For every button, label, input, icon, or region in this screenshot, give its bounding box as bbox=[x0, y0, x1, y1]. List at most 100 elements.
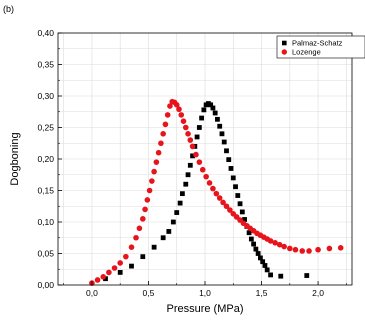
data-point bbox=[151, 244, 157, 250]
data-series bbox=[89, 98, 344, 286]
data-point bbox=[140, 254, 146, 260]
data-point bbox=[272, 239, 278, 246]
data-point bbox=[215, 116, 220, 122]
data-point bbox=[128, 244, 135, 250]
data-point bbox=[117, 270, 123, 275]
data-point bbox=[221, 139, 227, 145]
data-point bbox=[151, 168, 157, 175]
y-tick-label: 0,05 bbox=[37, 249, 54, 259]
data-point bbox=[281, 243, 287, 250]
y-tick-label: 0,25 bbox=[37, 123, 54, 133]
data-point bbox=[230, 175, 236, 181]
data-point bbox=[258, 255, 263, 261]
data-point bbox=[111, 265, 118, 271]
data-point bbox=[212, 110, 218, 116]
data-point bbox=[251, 241, 257, 247]
data-point bbox=[199, 166, 206, 173]
data-point bbox=[223, 203, 230, 210]
series-palmaz-schatz bbox=[103, 101, 310, 282]
data-point bbox=[187, 162, 193, 168]
data-point bbox=[306, 248, 312, 254]
data-point bbox=[235, 193, 241, 198]
data-point bbox=[276, 241, 283, 248]
data-point bbox=[106, 269, 112, 276]
data-point bbox=[144, 197, 151, 203]
data-point bbox=[140, 216, 146, 222]
data-point bbox=[146, 187, 153, 194]
data-point bbox=[292, 246, 299, 253]
data-point bbox=[167, 103, 173, 109]
data-point bbox=[208, 102, 214, 108]
data-point bbox=[129, 263, 134, 269]
data-point bbox=[210, 185, 216, 192]
y-tick-label: 0,40 bbox=[37, 28, 54, 38]
data-point bbox=[237, 201, 243, 207]
data-point bbox=[193, 151, 199, 158]
data-point bbox=[219, 131, 225, 137]
data-point bbox=[299, 248, 306, 254]
data-point bbox=[160, 235, 166, 241]
data-point bbox=[196, 125, 202, 130]
data-point bbox=[123, 253, 129, 260]
y-tick-label: 0,15 bbox=[37, 186, 54, 196]
data-point bbox=[155, 149, 162, 156]
data-point bbox=[239, 209, 245, 215]
data-point bbox=[253, 246, 259, 252]
data-point bbox=[185, 131, 191, 137]
data-point bbox=[246, 230, 252, 236]
grid-lines bbox=[58, 33, 352, 285]
data-point bbox=[185, 172, 191, 178]
data-point bbox=[103, 276, 108, 282]
data-point bbox=[187, 137, 194, 143]
data-point bbox=[203, 173, 209, 180]
y-tick-label: 0,30 bbox=[37, 91, 54, 101]
data-point bbox=[226, 157, 232, 163]
panel-label: (b) bbox=[3, 4, 14, 14]
data-point bbox=[160, 131, 166, 137]
data-point bbox=[190, 153, 195, 159]
data-point bbox=[178, 112, 185, 118]
data-point bbox=[170, 219, 176, 225]
x-axis-title: Pressure (MPa) bbox=[166, 303, 243, 315]
data-point bbox=[264, 267, 270, 273]
legend-marker bbox=[282, 40, 287, 46]
legend-marker bbox=[281, 49, 287, 55]
data-point bbox=[262, 263, 268, 268]
data-point bbox=[133, 234, 139, 241]
x-tick-label: 0,0 bbox=[86, 288, 98, 298]
data-point bbox=[142, 206, 148, 213]
y-tick-label: 0,35 bbox=[37, 60, 54, 70]
legend-box bbox=[276, 35, 365, 59]
data-point bbox=[153, 159, 160, 165]
data-point bbox=[117, 260, 123, 266]
data-point bbox=[136, 225, 143, 232]
data-point bbox=[100, 274, 107, 280]
data-point bbox=[304, 273, 310, 278]
y-axis-title: Dogboning bbox=[9, 132, 21, 185]
data-point bbox=[199, 115, 205, 121]
data-point bbox=[206, 180, 213, 186]
data-point bbox=[149, 178, 155, 184]
data-point bbox=[177, 200, 183, 206]
data-point bbox=[227, 207, 233, 213]
data-point bbox=[194, 134, 200, 140]
data-point bbox=[189, 143, 196, 150]
x-tick-label: 2,0 bbox=[312, 288, 324, 298]
data-point bbox=[176, 106, 182, 113]
data-point bbox=[201, 107, 207, 113]
legend-label: Palmaz-Schatz bbox=[292, 39, 343, 48]
data-point bbox=[315, 246, 321, 253]
data-point bbox=[267, 238, 274, 244]
data-point bbox=[166, 229, 172, 234]
data-point bbox=[337, 245, 344, 251]
series-lozenge bbox=[89, 98, 344, 286]
y-tick-label: 0,00 bbox=[37, 280, 54, 290]
data-point bbox=[255, 251, 261, 256]
x-tick-label: 0,5 bbox=[143, 288, 155, 298]
data-point bbox=[278, 273, 284, 279]
data-point bbox=[173, 102, 180, 108]
data-point bbox=[158, 140, 164, 147]
data-point bbox=[248, 236, 254, 242]
y-tick-label: 0,20 bbox=[37, 154, 54, 164]
